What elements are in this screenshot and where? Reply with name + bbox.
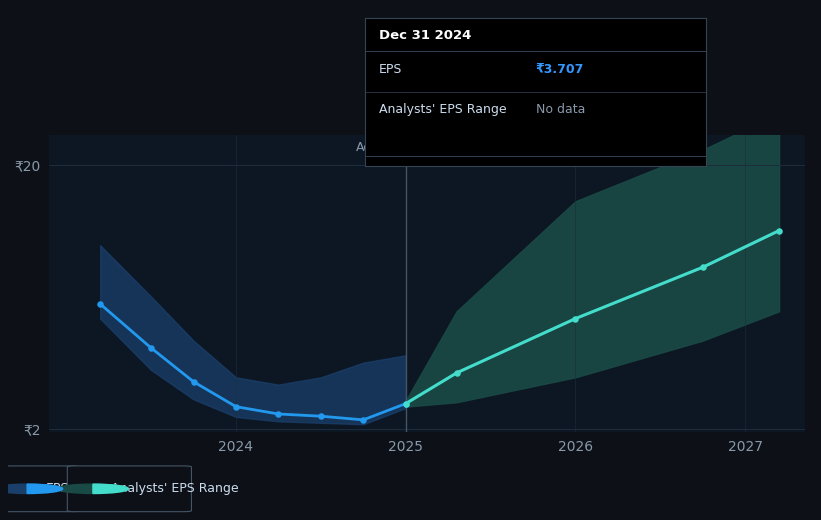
- Point: [94, 300, 107, 308]
- Point: [399, 399, 412, 408]
- FancyBboxPatch shape: [67, 466, 191, 512]
- Point: [144, 344, 158, 352]
- Circle shape: [0, 484, 62, 493]
- Point: [314, 412, 328, 420]
- Point: [229, 402, 242, 411]
- Text: EPS: EPS: [46, 483, 69, 495]
- Text: Actual: Actual: [356, 141, 396, 154]
- Point: [272, 410, 285, 418]
- Text: Analysts' EPS Range: Analysts' EPS Range: [379, 102, 507, 115]
- Point: [450, 369, 463, 377]
- Point: [399, 399, 412, 408]
- Point: [356, 415, 369, 424]
- Text: No data: No data: [536, 102, 585, 115]
- Point: [773, 226, 786, 235]
- Point: [569, 315, 582, 323]
- Text: Analysts' EPS Range: Analysts' EPS Range: [112, 483, 239, 495]
- Circle shape: [57, 484, 128, 493]
- Point: [187, 378, 200, 386]
- Point: [696, 263, 709, 271]
- Text: ₹3.707: ₹3.707: [536, 62, 584, 75]
- Text: Dec 31 2024: Dec 31 2024: [379, 29, 471, 42]
- Text: Analysts Forecasts: Analysts Forecasts: [416, 141, 532, 154]
- Wedge shape: [93, 484, 128, 493]
- Wedge shape: [27, 484, 62, 493]
- FancyBboxPatch shape: [2, 466, 79, 512]
- Text: EPS: EPS: [379, 62, 402, 75]
